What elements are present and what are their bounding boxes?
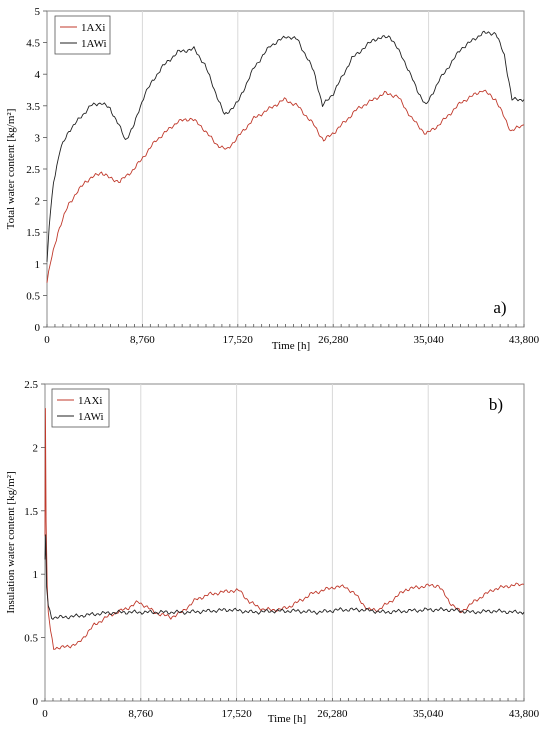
y-tick-label: 0 bbox=[35, 322, 41, 334]
y-tick-label: 1 bbox=[33, 569, 39, 581]
plot-frame bbox=[46, 10, 525, 328]
x-tick-label: 43,800 bbox=[509, 708, 540, 720]
y-axis-label: Total water content [kg/m²] bbox=[5, 109, 17, 230]
panel-label: b) bbox=[489, 395, 503, 414]
x-tick-label: 8,760 bbox=[128, 708, 153, 720]
x-tick-label: 8,760 bbox=[130, 334, 155, 346]
x-axis-label: Time [h] bbox=[268, 713, 306, 725]
y-tick-label: 1 bbox=[35, 259, 41, 271]
panel-label: a) bbox=[493, 298, 506, 317]
legend-entry: 1AWi bbox=[78, 411, 104, 423]
y-tick-label: 3 bbox=[35, 132, 41, 144]
chart-b: 0 8,760 17,520 26,280 35,040 43,800 0 0.5 1 1.5 2 2… bbox=[5, 379, 540, 725]
legend-entry: 1AXi bbox=[81, 22, 105, 34]
x-tick-label: 0 bbox=[44, 334, 50, 346]
x-tick-label: 26,280 bbox=[318, 334, 349, 346]
legend-box bbox=[51, 388, 110, 428]
y-tick-label: 2.5 bbox=[26, 164, 40, 176]
y-tick-label: 2 bbox=[35, 196, 41, 208]
series-line-1AXi bbox=[44, 408, 525, 650]
y-tick-label: 3.5 bbox=[26, 101, 40, 113]
y-tick-label: 4.5 bbox=[26, 38, 40, 50]
y-tick-label: 0.5 bbox=[24, 633, 38, 645]
x-tick-label: 17,520 bbox=[221, 708, 252, 720]
x-tick-label: 43,800 bbox=[509, 334, 540, 346]
chart-a: 0 8,760 17,520 26,280 35,040 43,800 0 0.5 1 1.5 2 2… bbox=[5, 6, 540, 352]
x-axis-label: Time [h] bbox=[272, 340, 310, 352]
y-tick-label: 5 bbox=[35, 6, 41, 18]
y-tick-label: 2 bbox=[33, 442, 39, 454]
y-tick-label: 0.5 bbox=[26, 290, 40, 302]
y-tick-label: 0 bbox=[33, 696, 39, 708]
series-line-1AWi bbox=[44, 534, 525, 620]
y-tick-label: 4 bbox=[35, 69, 41, 81]
x-tick-label: 35,040 bbox=[413, 708, 444, 720]
x-tick-label: 35,040 bbox=[413, 334, 444, 346]
x-tick-label: 0 bbox=[42, 708, 48, 720]
y-axis-label: Insulation water content [kg/m²] bbox=[5, 471, 17, 613]
y-tick-label: 2.5 bbox=[24, 379, 38, 391]
x-tick-label: 17,520 bbox=[223, 334, 254, 346]
series-line-1AWi bbox=[46, 30, 525, 262]
legend-entry: 1AXi bbox=[78, 395, 102, 407]
plot-frame bbox=[44, 383, 525, 702]
y-tick-label: 1.5 bbox=[24, 506, 38, 518]
y-tick-label: 1.5 bbox=[26, 227, 40, 239]
series-line-1AXi bbox=[46, 89, 525, 283]
x-tick-label: 26,280 bbox=[317, 708, 348, 720]
legend-box bbox=[54, 15, 111, 55]
legend-entry: 1AWi bbox=[81, 38, 107, 50]
